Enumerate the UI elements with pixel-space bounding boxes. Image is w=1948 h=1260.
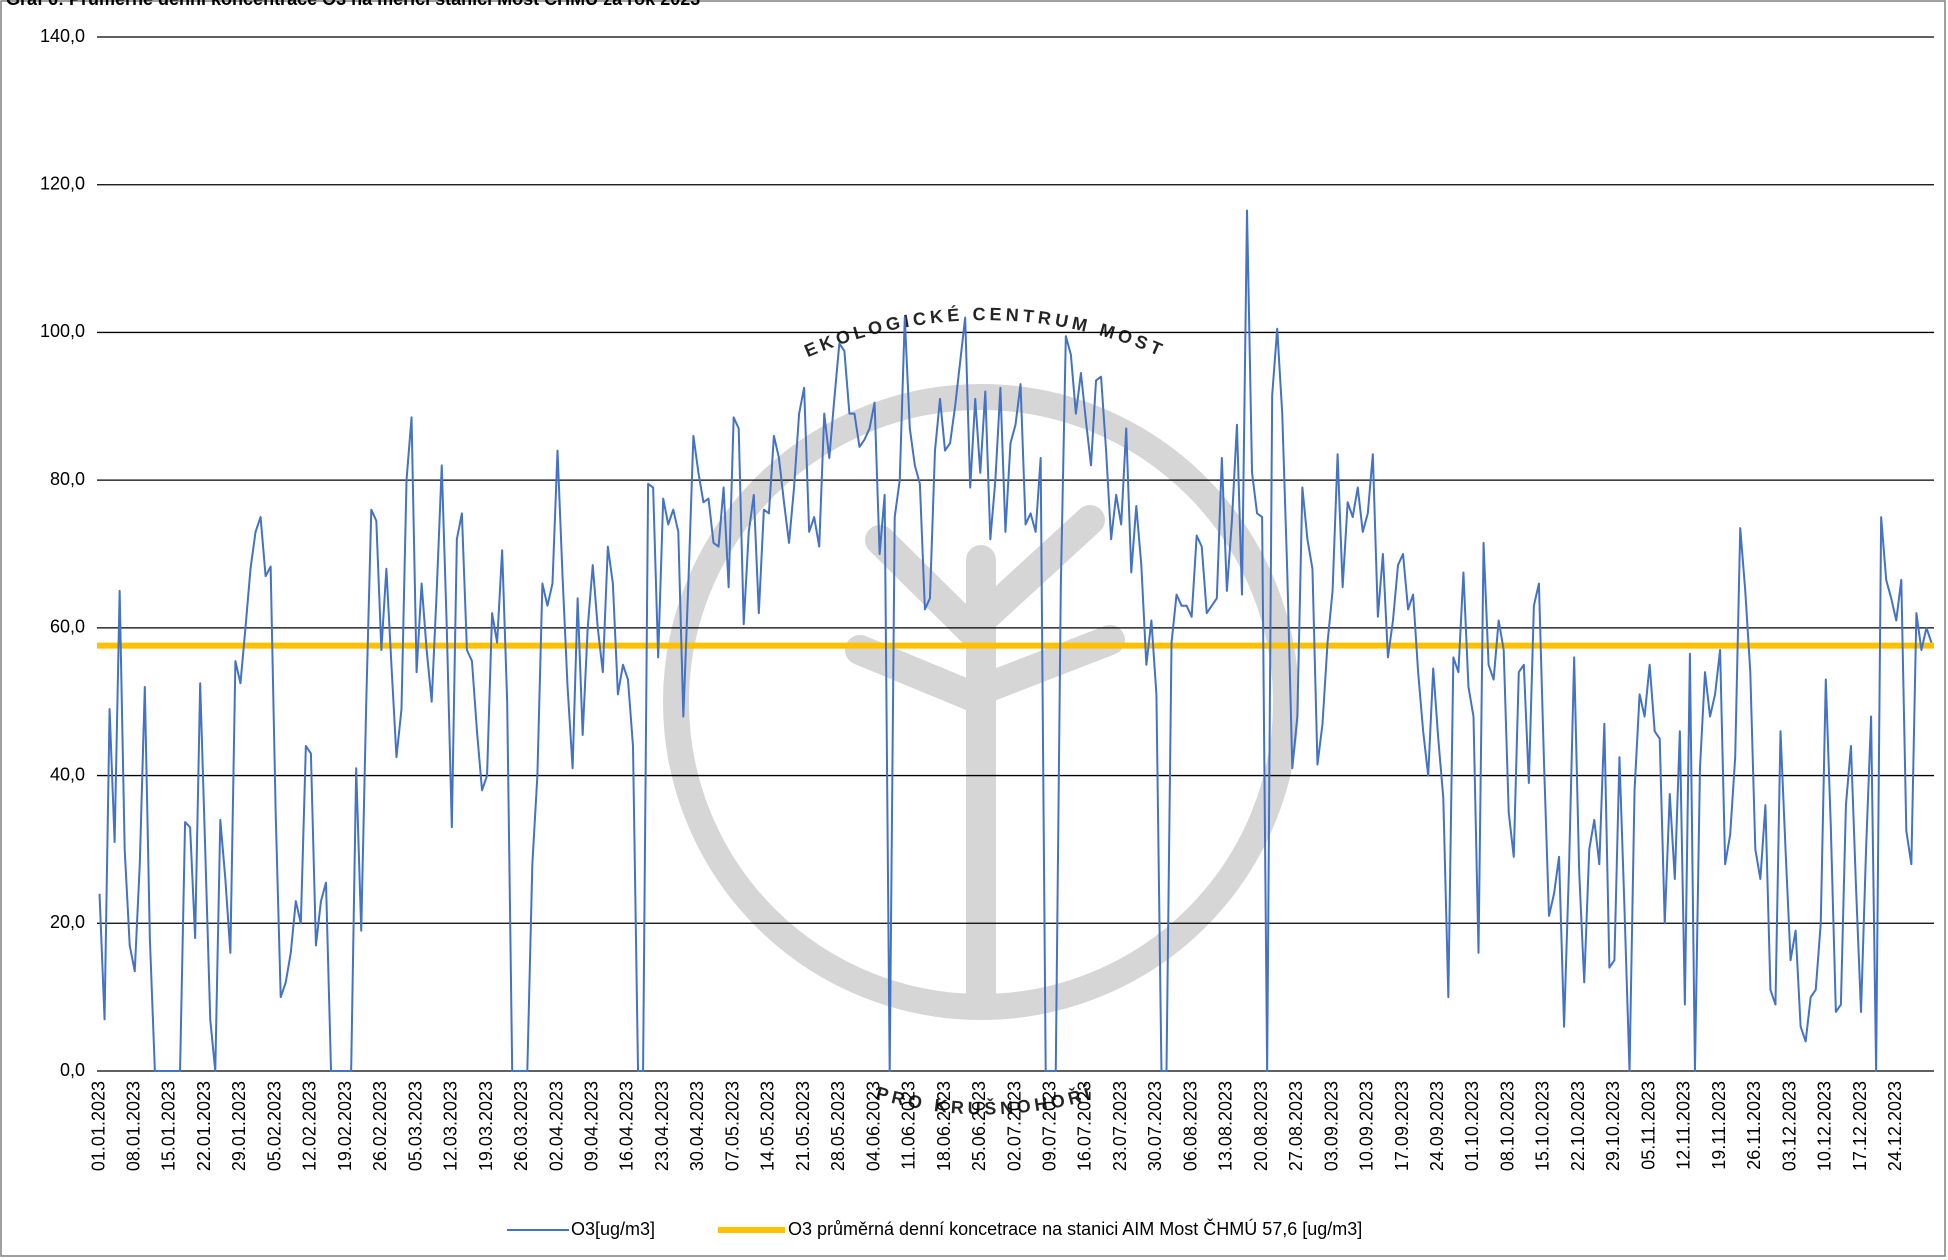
- x-tick-label: 12.02.2023: [300, 1081, 320, 1171]
- x-tick-label: 07.05.2023: [722, 1081, 742, 1171]
- x-tick-label: 22.10.2023: [1568, 1081, 1588, 1171]
- x-tick-label: 01.10.2023: [1462, 1081, 1482, 1171]
- x-tick-label: 04.06.2023: [863, 1081, 883, 1171]
- y-tick-label: 0,0: [60, 1060, 85, 1080]
- data-line: [98, 209, 1933, 1072]
- x-tick-label: 25.06.2023: [969, 1081, 989, 1171]
- x-tick-label: 19.03.2023: [476, 1081, 496, 1171]
- legend-label: O3[ug/m3]: [571, 1219, 655, 1239]
- x-tick-label: 09.07.2023: [1039, 1081, 1059, 1171]
- y-tick-label: 20,0: [50, 912, 85, 932]
- x-tick-label: 09.04.2023: [581, 1081, 601, 1171]
- x-tick-label: 20.08.2023: [1251, 1081, 1271, 1171]
- y-tick-label: 80,0: [50, 469, 85, 489]
- x-tick-label: 08.10.2023: [1497, 1081, 1517, 1171]
- x-tick-label: 05.02.2023: [264, 1081, 284, 1171]
- x-tick-label: 16.04.2023: [617, 1081, 637, 1171]
- legend-label: O3 průměrná denní koncetrace na stanici …: [788, 1218, 1362, 1239]
- x-tick-label: 26.11.2023: [1744, 1081, 1764, 1170]
- x-tick-label: 10.12.2023: [1815, 1081, 1835, 1171]
- x-tick-label: 12.11.2023: [1674, 1081, 1694, 1170]
- x-tick-label: 13.08.2023: [1216, 1081, 1236, 1171]
- x-tick-label: 14.05.2023: [758, 1081, 778, 1171]
- x-tick-label: 22.01.2023: [194, 1081, 214, 1171]
- x-tick-label: 29.01.2023: [229, 1081, 249, 1171]
- y-tick-label: 40,0: [50, 764, 85, 784]
- x-tick-label: 24.12.2023: [1885, 1081, 1905, 1171]
- x-tick-label: 19.02.2023: [335, 1081, 355, 1171]
- x-tick-label: 05.11.2023: [1638, 1081, 1658, 1170]
- x-tick-label: 12.03.2023: [441, 1081, 461, 1171]
- x-tick-label: 16.07.2023: [1075, 1081, 1095, 1171]
- x-tick-label: 01.01.2023: [88, 1081, 108, 1171]
- x-tick-label: 27.08.2023: [1286, 1081, 1306, 1171]
- x-tick-label: 03.12.2023: [1779, 1081, 1799, 1171]
- x-tick-label: 02.07.2023: [1004, 1081, 1024, 1171]
- x-tick-label: 17.12.2023: [1850, 1081, 1870, 1171]
- x-tick-label: 30.07.2023: [1145, 1081, 1165, 1171]
- x-tick-label: 19.11.2023: [1709, 1081, 1729, 1170]
- x-tick-label: 21.05.2023: [793, 1081, 813, 1171]
- x-tick-label: 26.02.2023: [370, 1081, 390, 1171]
- y-tick-label: 60,0: [50, 617, 85, 637]
- x-tick-label: 23.07.2023: [1110, 1081, 1130, 1171]
- chart-title: Graf 6: Průměrné denní koncentrace O3 na…: [6, 0, 700, 9]
- x-tick-label: 15.01.2023: [159, 1081, 179, 1171]
- x-tick-label: 24.09.2023: [1427, 1081, 1447, 1171]
- x-tick-label: 03.09.2023: [1321, 1081, 1341, 1171]
- x-tick-label: 11.06.2023: [899, 1081, 919, 1170]
- x-tick-label: 08.01.2023: [123, 1081, 143, 1171]
- y-tick-label: 100,0: [40, 321, 85, 341]
- x-tick-label: 29.10.2023: [1603, 1081, 1623, 1171]
- y-tick-label: 120,0: [40, 173, 85, 193]
- x-tick-label: 18.06.2023: [934, 1081, 954, 1171]
- x-tick-label: 17.09.2023: [1392, 1081, 1412, 1171]
- y-tick-label: 140,0: [40, 26, 85, 46]
- x-tick-label: 28.05.2023: [828, 1081, 848, 1171]
- x-tick-label: 26.03.2023: [511, 1081, 531, 1171]
- x-tick-label: 02.04.2023: [546, 1081, 566, 1171]
- x-tick-label: 05.03.2023: [405, 1081, 425, 1171]
- x-tick-label: 23.04.2023: [652, 1081, 672, 1171]
- x-tick-label: 10.09.2023: [1357, 1081, 1377, 1171]
- x-tick-label: 30.04.2023: [687, 1081, 707, 1171]
- x-tick-label: 15.10.2023: [1533, 1081, 1553, 1171]
- x-tick-label: 06.08.2023: [1180, 1081, 1200, 1171]
